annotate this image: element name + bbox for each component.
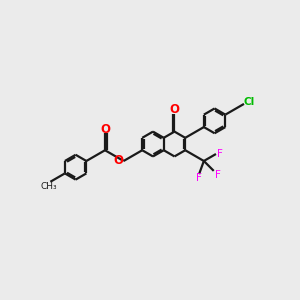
Text: CH₃: CH₃: [40, 182, 57, 191]
Text: F: F: [217, 149, 223, 159]
Text: O: O: [114, 154, 124, 167]
Text: O: O: [170, 103, 180, 116]
Text: O: O: [100, 123, 110, 136]
Text: F: F: [196, 173, 202, 183]
Text: F: F: [215, 170, 221, 180]
Text: Cl: Cl: [244, 97, 255, 107]
